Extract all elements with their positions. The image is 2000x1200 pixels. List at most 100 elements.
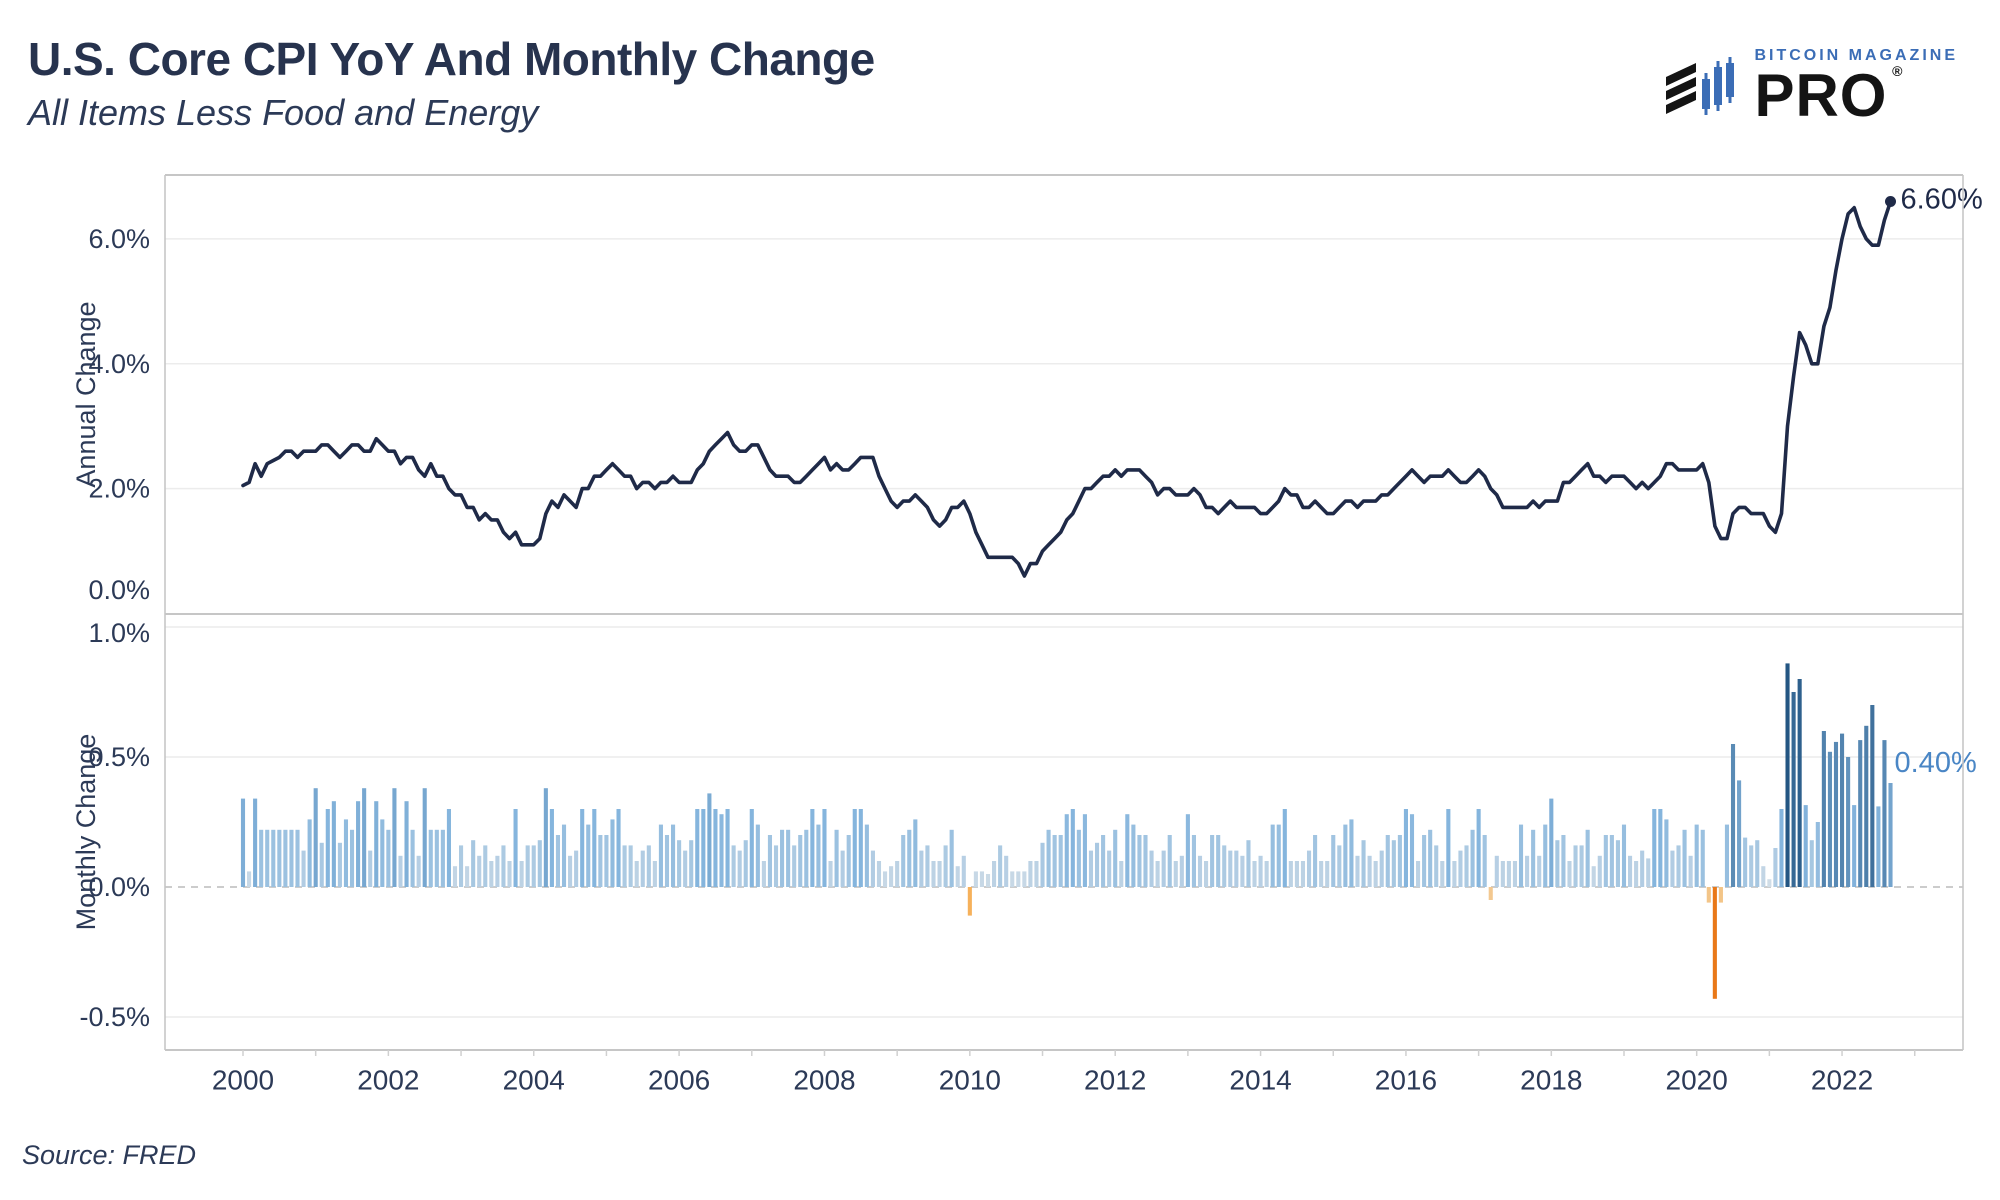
monthly-change-bar [1210, 835, 1215, 887]
monthly-change-bar [852, 809, 857, 887]
monthly-change-bar [1288, 861, 1293, 887]
monthly-change-bar [1022, 871, 1027, 887]
monthly-change-bar [568, 855, 573, 887]
monthly-change-bar [368, 850, 373, 887]
monthly-change-bar [483, 845, 488, 887]
monthly-change-bar [1101, 835, 1106, 887]
monthly-change-bar [658, 824, 663, 887]
monthly-change-bar [1670, 850, 1675, 887]
monthly-change-bar [695, 809, 700, 887]
monthly-change-bar [967, 887, 972, 916]
monthly-change-bar [1155, 861, 1160, 887]
monthly-change-bar [1888, 783, 1893, 887]
monthly-change-bar [610, 819, 615, 887]
monthly-change-bar [1749, 845, 1754, 887]
monthly-change-bar [1488, 887, 1493, 900]
monthly-change-bar [828, 861, 833, 887]
monthly-change-bar [1331, 835, 1336, 887]
monthly-change-bar [301, 850, 306, 887]
monthly-change-bar [943, 845, 948, 887]
monthly-change-bar [1718, 887, 1723, 903]
monthly-change-bar [1270, 824, 1275, 887]
x-tick-label: 2010 [939, 1065, 1001, 1096]
monthly-change-bar [998, 845, 1003, 887]
monthly-change-bar [858, 809, 863, 887]
monthly-change-bar [307, 819, 312, 887]
monthly-change-bar [1113, 829, 1118, 887]
monthly-change-bar [386, 829, 391, 887]
monthly-change-bar [683, 850, 688, 887]
monthly-change-bar [876, 861, 882, 887]
monthly-change-bar [1367, 855, 1372, 887]
monthly-change-bar [1216, 835, 1221, 887]
monthly-change-bar [955, 866, 960, 887]
monthly-change-bar [247, 871, 252, 887]
monthly-change-bar [319, 842, 324, 887]
monthly-change-bar [1446, 809, 1451, 887]
monthly-change-bar [743, 840, 748, 887]
monthly-change-bar [1355, 855, 1360, 887]
logo-product-label: PRO ® [1754, 62, 1904, 129]
monthly-change-bar [452, 866, 458, 887]
monthly-change-bar [1797, 679, 1802, 887]
monthly-change-bar [1234, 850, 1239, 887]
monthly-change-bar [537, 840, 542, 887]
y-tick-label: 4.0% [88, 349, 150, 379]
monthly-change-bar [1743, 837, 1748, 887]
monthly-change-bar [1107, 850, 1112, 887]
monthly-change-bar [1422, 835, 1427, 887]
monthly-change-bar [1839, 733, 1845, 887]
monthly-change-bar [1833, 741, 1839, 887]
monthly-change-bar [459, 845, 464, 887]
monthly-change-bar [840, 850, 845, 887]
x-tick-label: 2008 [793, 1065, 855, 1096]
monthly-change-bar [1222, 845, 1227, 887]
logo-registered-mark: ® [1892, 63, 1904, 79]
monthly-change-bar [1658, 809, 1663, 887]
monthly-change-bar [1603, 835, 1608, 887]
logo-text: BITCOIN MAGAZINE PRO ® [1754, 48, 1958, 126]
monthly-change-bar [289, 829, 294, 887]
monthly-change-bar [343, 819, 349, 887]
monthly-change-bar [701, 809, 706, 887]
monthly-change-bar [1149, 850, 1154, 887]
monthly-change-bar [1313, 835, 1318, 887]
monthly-change-bar [1010, 871, 1015, 887]
monthly-change-bar [1694, 824, 1699, 887]
monthly-change-bar [1646, 858, 1651, 887]
monthly-change-bar [1609, 835, 1614, 887]
monthly-change-bar [1676, 845, 1681, 887]
monthly-change-bar [1409, 814, 1415, 887]
monthly-change-bar [1167, 835, 1172, 887]
monthly-change-bar [604, 835, 609, 887]
monthly-change-bar [1179, 855, 1184, 887]
x-tick-label: 2012 [1084, 1065, 1146, 1096]
monthly-change-bar [495, 855, 500, 887]
monthly-change-bar [1761, 866, 1766, 887]
monthly-change-bar [1712, 887, 1717, 999]
monthly-change-bar [1028, 861, 1033, 887]
monthly-change-bar [1240, 855, 1245, 887]
line-end-dot [1885, 195, 1897, 207]
monthly-end-value-label: 0.40% [1895, 747, 1977, 779]
monthly-change-bar [1004, 855, 1009, 887]
monthly-change-bar [725, 809, 730, 887]
monthly-change-bar [1282, 809, 1287, 887]
monthly-change-bar [1809, 840, 1814, 887]
monthly-change-bar [592, 809, 597, 887]
monthly-change-bar [1852, 805, 1857, 887]
y-tick-label: 2.0% [88, 474, 150, 504]
bitcoin-magazine-pro-logo: BITCOIN MAGAZINE PRO ® [1664, 48, 1958, 126]
monthly-change-bar [1525, 855, 1530, 887]
monthly-change-bar [1137, 835, 1142, 887]
x-tick-label: 2018 [1520, 1065, 1582, 1096]
monthly-change-bar [1858, 740, 1863, 887]
y-tick-label: 1.0% [88, 618, 150, 648]
monthly-change-bar [1785, 663, 1790, 887]
monthly-change-bar [1482, 835, 1487, 887]
monthly-change-bar [416, 855, 421, 887]
monthly-change-bar [1306, 850, 1312, 887]
monthly-change-bar [1512, 861, 1518, 887]
monthly-change-bar [277, 829, 282, 887]
